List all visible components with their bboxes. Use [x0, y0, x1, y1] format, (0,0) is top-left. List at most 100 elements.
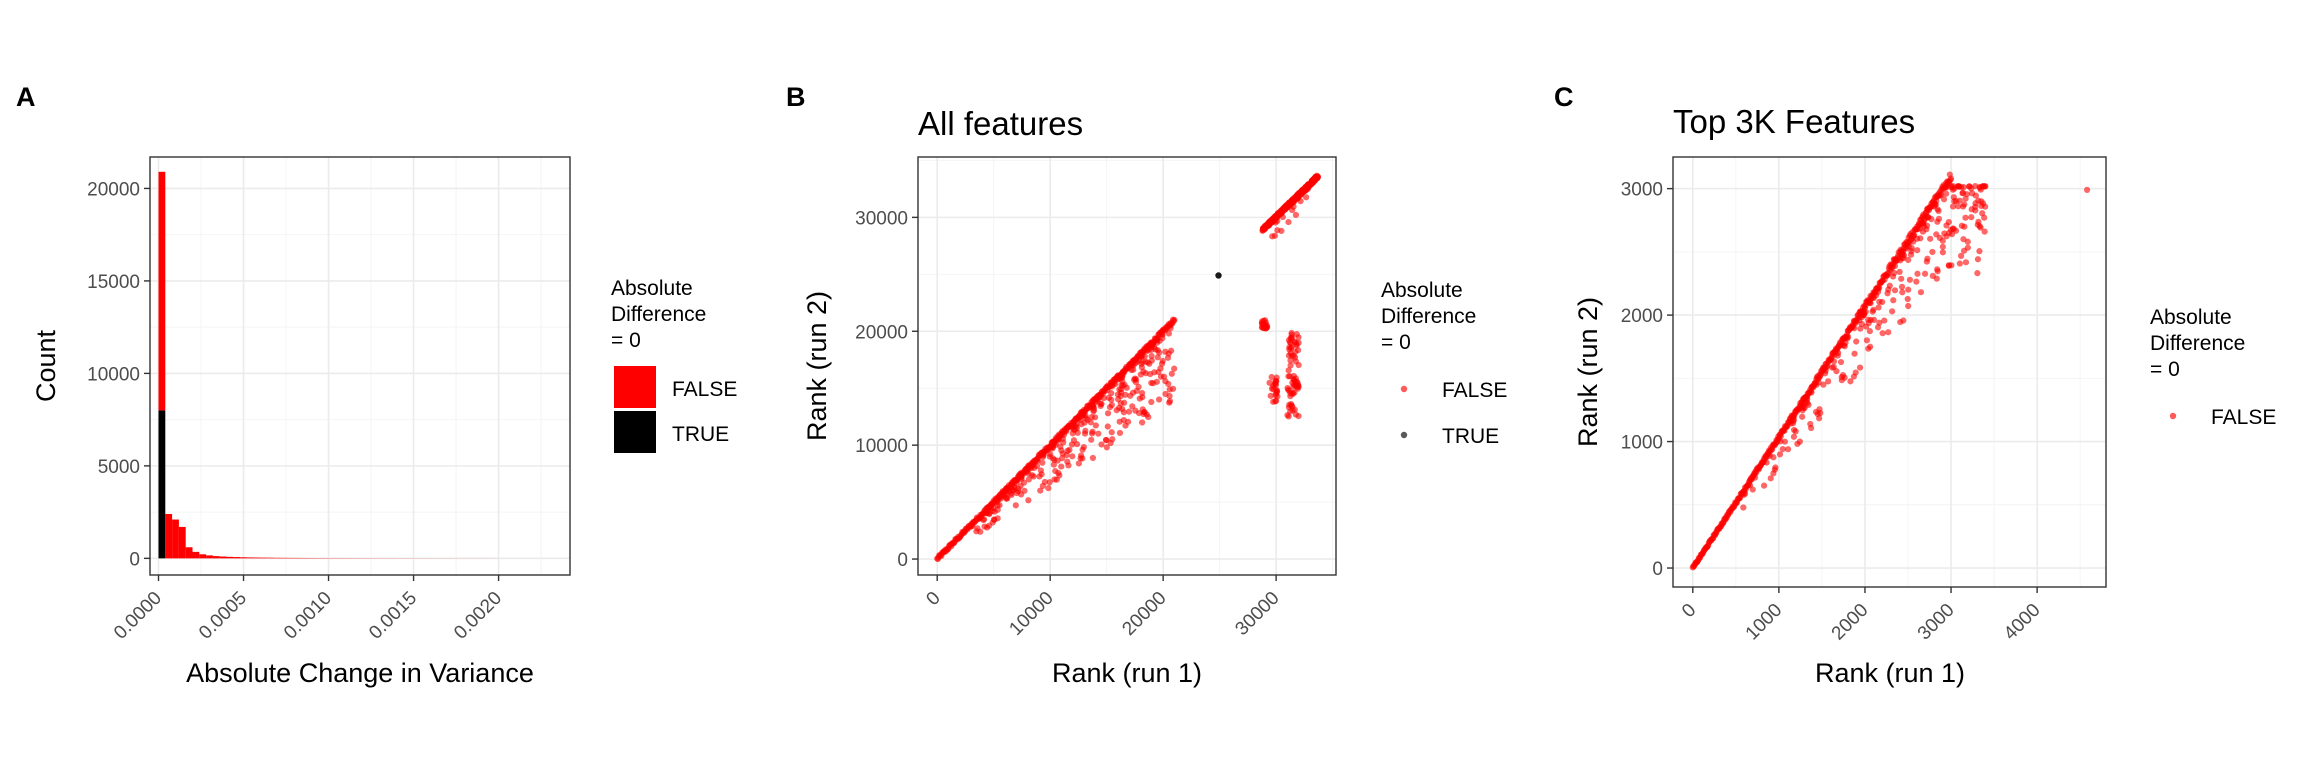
legend-label-true-b: TRUE [1442, 425, 1499, 448]
panel-a: A 0.0000 0.0005 0.0010 0.0015 0.0020 0 5000 100… [16, 82, 737, 688]
x-tick-label: 0.0015 [365, 588, 421, 644]
scatter-point [1863, 323, 1870, 330]
scatter-point [1908, 248, 1915, 255]
scatter-point [1952, 198, 1960, 205]
histogram-bar-false [219, 556, 227, 559]
scatter-point [1303, 194, 1310, 201]
scatter-point [1857, 325, 1864, 332]
scatter-point [1274, 393, 1281, 400]
scatter-point [1025, 497, 1032, 504]
scatter-point [1770, 470, 1777, 477]
scatter-point [1917, 235, 1924, 242]
scatter-point [1978, 198, 1985, 205]
scatter-point [1956, 260, 1963, 267]
histogram-bar-true [158, 410, 166, 559]
scatter-point [983, 509, 990, 517]
scatter-point [1741, 490, 1749, 497]
scatter-point [1974, 270, 1981, 277]
scatter-point [1960, 184, 1967, 191]
scatter-point [1289, 206, 1296, 214]
scatter-point [1884, 290, 1891, 297]
scatter-point [1955, 203, 1962, 210]
scatter-point [1932, 201, 1939, 208]
histogram-bar-false [185, 547, 193, 559]
scatter-point [1285, 218, 1292, 226]
histogram-bar-false [172, 519, 179, 559]
scatter-point [1104, 410, 1112, 417]
scatter-point [1752, 474, 1759, 481]
scatter-point [1104, 423, 1111, 430]
scatter-point [1866, 328, 1873, 335]
scatter-point [1031, 464, 1038, 472]
scatter-point [1162, 390, 1169, 398]
scatter-point [1947, 175, 1955, 182]
scatter-point [1874, 324, 1882, 331]
scatter-point [1055, 435, 1063, 443]
x-tick-label: 2000 [1828, 600, 1873, 645]
scatter-point-true [1215, 272, 1222, 279]
scatter-point [1959, 189, 1967, 196]
x-tick-label: 10000 [1005, 588, 1057, 640]
scatter-point [1966, 183, 1973, 190]
legend-key-true-a [614, 411, 656, 453]
scatter-point [1165, 330, 1173, 337]
scatter-point [1155, 396, 1163, 403]
scatter-point [1110, 380, 1118, 387]
scatter-point [1105, 394, 1112, 401]
scatter-point [1098, 400, 1105, 407]
scatter-point [1790, 433, 1798, 440]
scatter-point [1158, 360, 1166, 367]
scatter-point [1063, 452, 1070, 459]
scatter-point [1294, 385, 1301, 392]
scatter-point [1292, 211, 1300, 219]
scatter-point [1822, 367, 1829, 374]
scatter-point [1040, 451, 1047, 458]
scatter-point [1924, 255, 1931, 262]
scatter-point [1093, 397, 1100, 405]
y-axis-title-a: Count [31, 329, 61, 402]
scatter-point [1905, 256, 1912, 263]
x-tick-label: 4000 [2000, 600, 2045, 645]
panel-label-a: A [16, 82, 36, 112]
plot-frame-a [149, 156, 571, 576]
scatter-point [1899, 289, 1906, 296]
scatter-point [1948, 262, 1955, 269]
plot-background-a [150, 157, 570, 575]
scatter-point [1749, 486, 1756, 493]
scatter-point [1102, 436, 1110, 444]
points-c [1689, 171, 2091, 571]
scatter-point [1870, 306, 1877, 313]
scatter-point [1012, 502, 1019, 509]
scatter-point [1847, 378, 1854, 385]
histogram-bar-false [274, 557, 281, 559]
scatter-point [1867, 300, 1874, 307]
scatter-point [980, 516, 988, 523]
scatter-point [1165, 380, 1172, 388]
x-axis-title-b: Rank (run 1) [1052, 658, 1202, 688]
scatter-point [1070, 437, 1078, 444]
scatter-point [1049, 455, 1057, 462]
legend-label-false-b: FALSE [1442, 379, 1507, 402]
histogram-bar-false [240, 557, 247, 559]
scatter-point [1920, 220, 1927, 227]
scatter-point [1020, 479, 1028, 486]
scatter-point [1767, 475, 1774, 482]
scatter-point [1898, 275, 1905, 282]
scatter-point [1046, 479, 1053, 486]
x-tick-label: 30000 [1231, 588, 1283, 640]
scatter-point [1851, 350, 1858, 357]
scatter-point [1292, 358, 1299, 365]
histogram-bar-false [226, 556, 234, 559]
scatter-point [1060, 431, 1068, 438]
scatter-point [1969, 190, 1976, 197]
scatter-point [1029, 472, 1036, 479]
scatter-point [1297, 191, 1304, 199]
scatter-point [1295, 413, 1302, 420]
scatter-point [1288, 402, 1295, 409]
scatter-point [1781, 438, 1788, 445]
scatter-point [1107, 439, 1114, 447]
scatter-point [1290, 198, 1297, 206]
scatter-point [1976, 248, 1983, 255]
scatter-point [1968, 214, 1975, 221]
scatter-point [1045, 485, 1052, 492]
